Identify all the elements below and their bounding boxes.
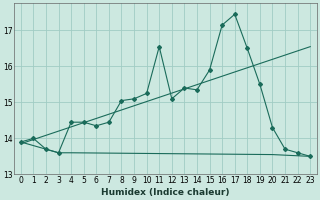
X-axis label: Humidex (Indice chaleur): Humidex (Indice chaleur) (101, 188, 230, 197)
